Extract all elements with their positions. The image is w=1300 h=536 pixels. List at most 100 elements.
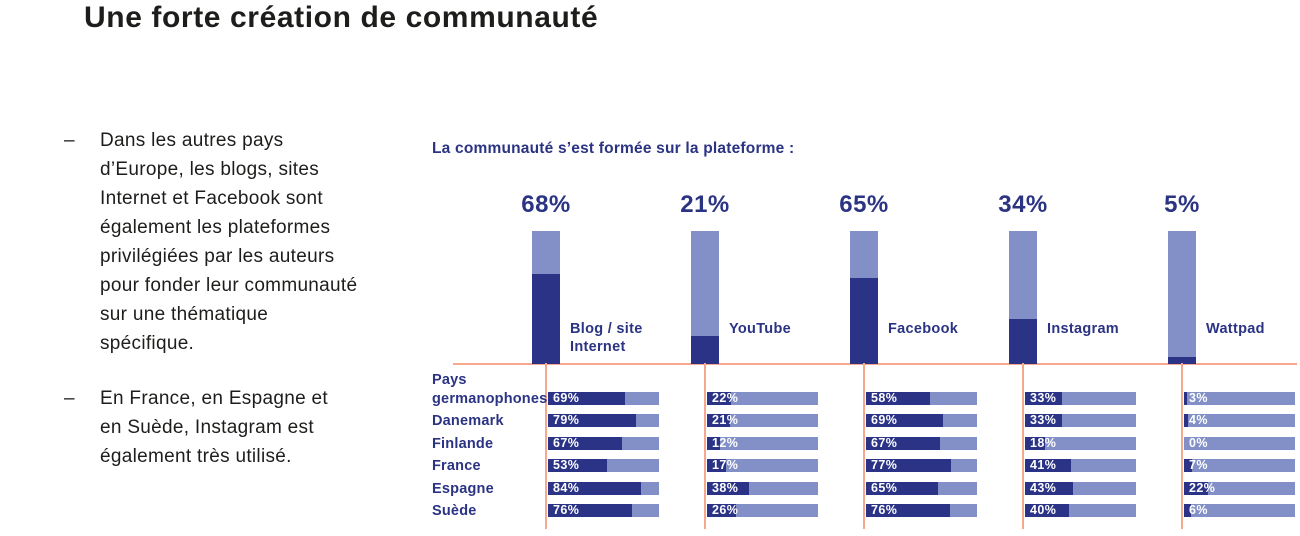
platform-total-label: 5% (1164, 191, 1200, 218)
mini-bar-value: 69% (553, 391, 580, 405)
mini-bar-fill (1025, 392, 1062, 405)
country-label: Pays germanophones (432, 372, 548, 407)
mini-bar-value: 18% (1030, 435, 1057, 450)
mini-bar-track: 22% (1184, 480, 1295, 495)
mini-bar-track: 4% (1184, 413, 1295, 428)
column-axis-line (704, 363, 706, 529)
platform-label: Blog / site Internet (570, 321, 643, 355)
mini-bar-track: 40% (1025, 504, 1136, 517)
mini-bar-track: 0% (1184, 435, 1295, 450)
bullet-list: – Dans les autres pays d’Europe, les blo… (64, 126, 432, 497)
mini-bar-track: 53% (548, 458, 659, 473)
mini-bar-value: 76% (553, 503, 580, 517)
mini-bar-track: 43% (1025, 480, 1136, 495)
mini-bar-track: 22% (707, 392, 818, 405)
chart-baseline (453, 363, 1297, 365)
mini-bar-track: 69% (548, 392, 659, 405)
platform-bar-track (1168, 231, 1196, 364)
platform-bar-track (1009, 231, 1037, 364)
bullet-text: Dans les autres pays d’Europe, les blogs… (100, 130, 358, 354)
mini-bar-track: 26% (707, 504, 818, 517)
mini-bar-track: 21% (707, 414, 818, 428)
mini-bar-track: 12% (707, 436, 818, 450)
mini-bar-fill (1025, 459, 1071, 473)
mini-bar-fill (866, 459, 952, 473)
column-axis-line (1181, 363, 1183, 529)
mini-bar-value: 33% (1030, 413, 1057, 428)
bullet-dash-icon: – (64, 388, 75, 409)
mini-bar-fill (548, 459, 607, 473)
mini-bar-fill (707, 414, 731, 428)
country-label: Danemark (432, 413, 504, 430)
mini-bar-fill (1025, 504, 1070, 517)
mini-bar-fill (866, 481, 939, 495)
mini-bar-value: 17% (712, 458, 739, 473)
mini-bar-track: 3% (1184, 392, 1295, 405)
column-axis-line (1022, 363, 1024, 529)
bullet-text: En France, en Espagne et en Suède, Insta… (100, 388, 328, 467)
mini-bar-value: 3% (1189, 391, 1208, 405)
mini-bar-track: 79% (548, 413, 659, 428)
chart-title: La communauté s’est formée sur la platef… (432, 140, 795, 157)
mini-bar-track: 18% (1025, 435, 1136, 450)
column-axis-line (863, 363, 865, 529)
mini-bar-value: 79% (553, 413, 580, 428)
mini-bar-track: 7% (1184, 458, 1295, 473)
platform-bar-fill (1009, 318, 1037, 364)
mini-bar-value: 6% (1189, 503, 1208, 517)
bullet-item: – Dans les autres pays d’Europe, les blo… (64, 126, 432, 358)
platform-label: Instagram (1047, 321, 1119, 337)
mini-bar-value: 67% (871, 435, 898, 450)
mini-bar-value: 7% (1189, 458, 1208, 473)
mini-bar-fill (1184, 459, 1192, 473)
mini-bar-fill (1025, 436, 1045, 450)
platform-bar-track (691, 231, 719, 364)
mini-bar-track: 6% (1184, 504, 1295, 517)
mini-bar-value: 43% (1030, 480, 1057, 495)
mini-bar-value: 0% (1189, 435, 1208, 450)
mini-bar-track: 84% (548, 481, 659, 495)
mini-bar-track: 33% (1025, 392, 1136, 405)
mini-bar-fill (1184, 392, 1188, 405)
mini-bar-value: 38% (712, 480, 739, 495)
bullet-dash-icon: – (64, 130, 75, 151)
mini-bar-fill (707, 459, 726, 473)
mini-bar-value: 22% (712, 391, 739, 405)
platform-total-label: 65% (839, 191, 889, 218)
mini-bar-fill (1184, 481, 1209, 495)
page-title: Une forte création de communauté (84, 1, 599, 34)
mini-bar-track: 33% (1025, 413, 1136, 428)
mini-bar-value: 53% (553, 458, 580, 473)
mini-bar-value: 76% (871, 503, 898, 517)
mini-bar-value: 40% (1030, 503, 1057, 517)
mini-bar-track: 17% (707, 458, 818, 473)
country-label: Finlande (432, 435, 494, 452)
platform-label: Facebook (888, 321, 959, 337)
mini-bar-fill (707, 481, 750, 495)
mini-bar-value: 67% (553, 435, 580, 450)
mini-bar-fill (707, 504, 736, 517)
mini-bar-value: 65% (871, 480, 898, 495)
mini-bar-value: 69% (871, 413, 898, 428)
mini-bar-track: 76% (866, 504, 977, 517)
mini-bar-track: 38% (707, 480, 818, 495)
country-label: France (432, 458, 481, 475)
mini-bar-track: 41% (1025, 459, 1136, 473)
platform-bar-fill (532, 273, 560, 364)
mini-bar-value: 26% (712, 503, 739, 517)
platform-bar-track (850, 231, 878, 364)
mini-bar-fill (1184, 414, 1189, 428)
mini-bar-value: 22% (1189, 480, 1216, 495)
mini-bar-fill (1025, 481, 1073, 495)
mini-bar-track: 65% (866, 480, 977, 495)
column-axis-line (545, 363, 547, 529)
mini-bar-fill (1025, 414, 1062, 428)
mini-bar-fill (548, 392, 625, 405)
mini-bar-value: 4% (1189, 413, 1208, 428)
mini-bar-fill (707, 392, 732, 405)
country-label: Espagne (432, 480, 494, 497)
mini-bar-value: 58% (871, 391, 898, 405)
platform-bar-fill (850, 277, 878, 364)
